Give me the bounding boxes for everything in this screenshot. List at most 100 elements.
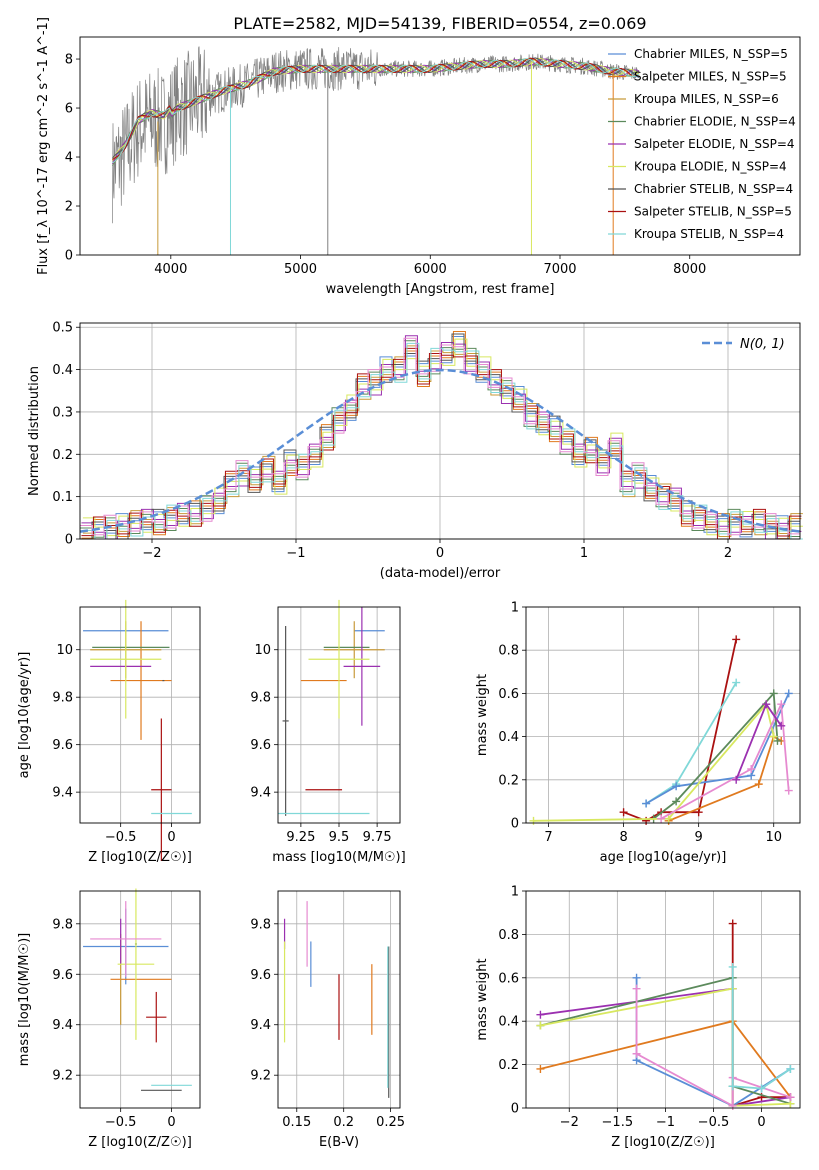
y-axis-label: Flux [f_λ 10^-17 erg cm^-2 s^-1 A^-1] [36,17,51,275]
axes-frame [79,606,201,824]
y-tick-label: 0.8 [498,644,519,659]
x-tick-label: −1 [656,1115,675,1130]
plus-marker [672,782,681,791]
y-tick-label: 9.4 [52,1018,73,1033]
x-tick-label: −0.5 [105,830,137,845]
plus-marker [784,786,793,795]
weight-lines [536,919,795,1110]
x-tick-label: 0.15 [282,1115,311,1130]
mass-weight-vs-metallicity-panel: −2 −1.5 −1 −0.5 0 0 0.2 0.4 0.6 0.8 1 Z [log10(Z/Z☉… [475,885,801,1150]
legend-entry: Salpeter ELODIE, N_SSP=4 [634,137,795,151]
plus-marker [642,799,651,808]
y-tick-label: 0.2 [498,773,519,788]
plus-marker [642,816,651,825]
residual-histogram-panel: −2 −1 0 1 2 0 0.1 0.2 0.3 0.4 0.5 (data-model)/erro… [27,321,803,581]
y-tick-label: 0.4 [498,730,519,745]
plus-marker [632,984,641,993]
x-axis-label: Z [log10(Z/Z☉)] [611,1135,715,1150]
plus-marker [769,732,778,741]
y-tick-label: 8 [65,53,73,68]
y-axis-label: mass [log10(M/M☉)] [17,933,32,1066]
mass-weight-vs-age-panel: 7 8 9 10 0 0.2 0.4 0.6 0.8 1 age [log10(age/yr)] ma… [475,601,801,865]
age-vs-mass-panel: 9.25 9.5 9.75 9.4 9.6 9.8 10 mass [log10(M/M☉)] [250,599,406,865]
x-tick-label: 0 [167,830,175,845]
y-tick-label: 0.8 [498,928,519,943]
plus-marker [728,962,737,971]
plus-marker [732,775,741,784]
y-tick-label: 9.4 [52,786,73,801]
weight-lines [529,635,793,825]
series-line [533,702,775,822]
y-axis-label: mass weight [475,958,490,1040]
chart-title: PLATE=2582, MJD=54139, FIBERID=0554, z=0… [233,14,646,33]
x-axis-label: wavelength [Angstrom, rest frame] [326,282,555,297]
mass-vs-ebv-panel: 0.15 0.2 0.25 9.2 9.4 9.6 9.8 E(B-V) [250,890,405,1150]
plus-marker [536,1021,545,1030]
axes-frame [525,890,801,1109]
y-tick-label: 9.8 [52,917,73,932]
plus-marker [784,689,793,698]
legend-entry: Kroupa MILES, N_SSP=6 [634,92,779,106]
x-tick-label: −2 [142,546,161,561]
y-tick-label: 6 [65,102,73,117]
x-tick-label: 0 [757,1115,765,1130]
plus-marker [657,814,666,823]
y-tick-label: 0.4 [52,363,73,378]
plus-marker [786,1093,795,1102]
legend-entry: Chabrier MILES, N_SSP=5 [634,47,788,61]
spectrum-panel: 4000 5000 6000 7000 8000 0 2 4 6 8 PLATE=2582, MJD… [36,14,801,297]
legend-entry: Kroupa ELODIE, N_SSP=4 [634,160,787,174]
x-tick-label: 0.25 [376,1115,405,1130]
y-tick-label: 0 [65,533,73,548]
age-vs-metallicity-panel: −0.5 0 9.4 9.6 9.8 10 Z [log10(Z/Z☉)] age [log1… [17,599,201,865]
y-tick-label: 9.6 [52,968,73,983]
y-tick-label: 9.6 [250,968,271,983]
y-tick-label: 0.6 [498,971,519,986]
errorbar-points [278,599,385,816]
errorbar-points [83,599,192,861]
x-tick-label: 0 [436,546,444,561]
legend-entry: Chabrier STELIB, N_SSP=4 [634,182,793,196]
model-spectrum-line [112,57,632,160]
series-line [623,639,738,822]
plot-area [111,46,640,255]
y-tick-label: 0 [65,249,73,264]
y-tick-label: 1 [511,601,519,616]
y-tick-label: 9.2 [250,1069,271,1084]
series-line [731,967,791,1090]
model-spectrum-line [112,57,640,161]
plus-marker [694,808,703,817]
y-tick-label: 9.6 [52,738,73,753]
y-tick-label: 9.4 [250,786,271,801]
y-tick-label: 0.5 [52,321,73,336]
plus-marker [762,700,771,709]
plus-marker [769,689,778,698]
plus-marker [619,808,628,817]
x-axis-label: Z [log10(Z/Z☉)] [88,850,192,865]
plus-marker [536,1010,545,1019]
y-tick-label: 0.1 [52,490,73,505]
histogram-step [80,337,800,536]
axes-frame [79,36,801,256]
errorbar-points [283,901,390,1098]
x-axis-label: E(B-V) [319,1135,359,1150]
x-axis-label: Z [log10(Z/Z☉)] [88,1135,192,1150]
y-axis-label: age [log10(age/yr)] [17,652,32,779]
x-axis-label: (data-model)/error [380,566,501,581]
x-tick-label: 4000 [154,262,187,277]
x-tick-label: −0.5 [698,1115,730,1130]
axes-frame [277,890,401,1109]
axes-frame [79,322,801,540]
y-axis-label: Normed distribution [27,366,42,496]
model-spectrum-line [112,57,640,159]
plus-marker [529,816,538,825]
plus-marker [632,1049,641,1058]
plus-marker [754,780,763,789]
plus-marker [773,736,782,745]
x-tick-label: 10 [765,830,782,845]
x-tick-label: −1 [286,546,305,561]
mass-vs-metallicity-panel: −0.5 0 9.2 9.4 9.6 9.8 Z [log10(Z/Z☉)] mass [lo… [17,888,201,1150]
x-tick-label: 6000 [414,262,447,277]
y-tick-label: 0.2 [498,1058,519,1073]
